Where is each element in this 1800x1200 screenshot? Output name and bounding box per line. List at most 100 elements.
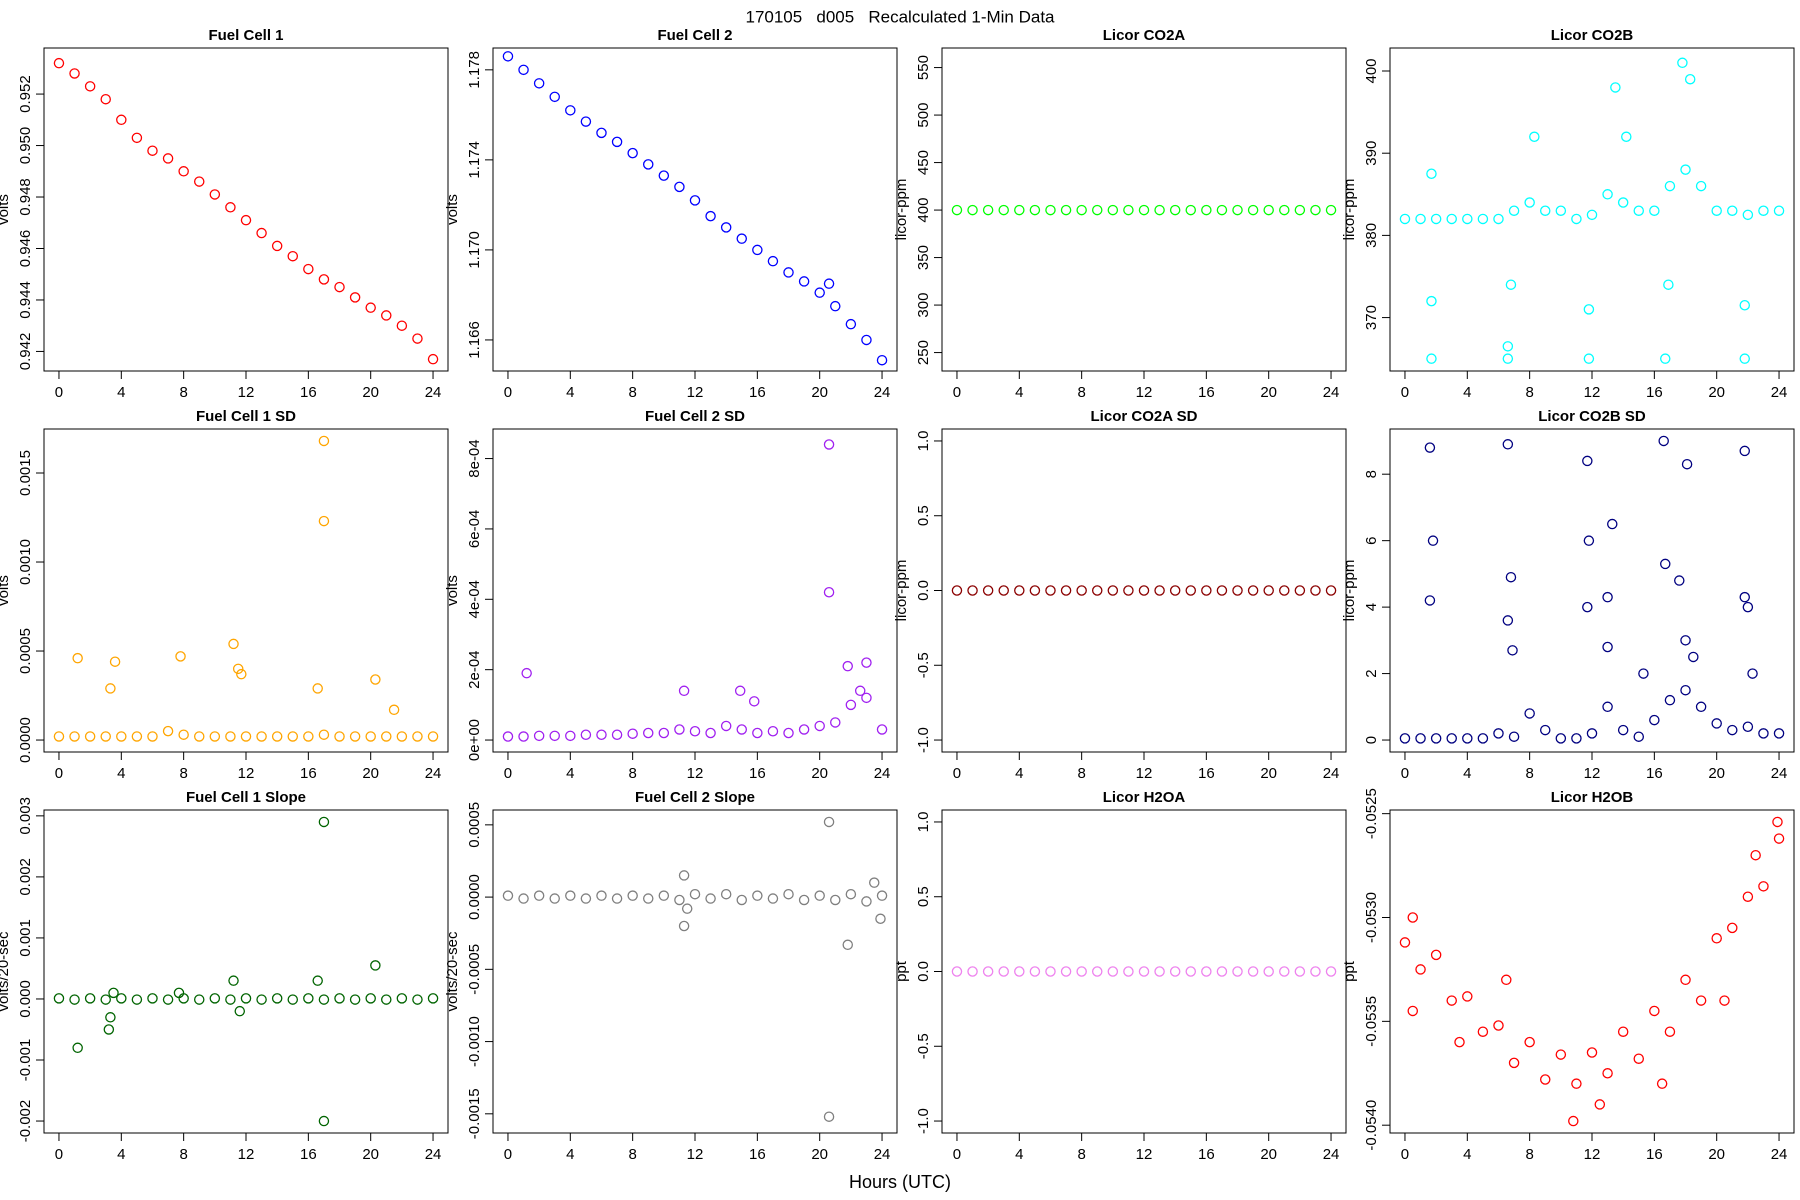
panel: Fuel Cell 1 volts 0 4 8 12 16 20 24 0.942 0.944 0.9… — [0, 27, 449, 401]
point — [1045, 204, 1056, 216]
point — [1294, 204, 1306, 216]
point — [69, 68, 80, 79]
point — [116, 114, 127, 126]
point — [1758, 728, 1769, 739]
point — [381, 994, 392, 1005]
panel-title: Fuel Cell 1 SD — [196, 408, 296, 425]
y-tick-label: 250 — [915, 340, 932, 365]
point — [1502, 615, 1514, 626]
point — [1742, 891, 1754, 902]
point — [105, 683, 116, 694]
point — [823, 816, 835, 828]
x-tick-label: 16 — [1198, 384, 1215, 401]
plot-frame — [492, 809, 898, 1134]
point — [1232, 966, 1243, 977]
point — [1529, 131, 1540, 143]
x-tick-label: 24 — [1323, 1146, 1340, 1163]
point — [861, 334, 872, 346]
point — [1123, 204, 1134, 216]
point — [1583, 304, 1595, 315]
y-tick-label: 0.5 — [915, 886, 932, 907]
y-tick-label: -0.0005 — [466, 944, 483, 995]
point — [854, 685, 866, 697]
y-tick-label: 0.0005 — [466, 802, 483, 848]
point — [1407, 1005, 1419, 1017]
y-tick-label: -0.001 — [17, 1039, 34, 1082]
point — [1772, 816, 1783, 828]
y-tick-label: -0.0525 — [1363, 788, 1380, 839]
x-tick-label: 16 — [1646, 765, 1663, 782]
y-tick-label: 0.0000 — [466, 874, 483, 920]
point — [814, 287, 825, 298]
point — [1430, 733, 1442, 744]
point — [228, 638, 239, 650]
point — [318, 729, 330, 740]
x-tick-label: 12 — [1584, 765, 1601, 782]
point — [412, 994, 423, 1005]
point — [349, 731, 361, 742]
point — [209, 189, 221, 200]
panel-title: Fuel Cell 1 Slope — [186, 789, 306, 806]
point — [1502, 341, 1514, 352]
point — [396, 993, 408, 1004]
point — [982, 204, 994, 216]
point — [1727, 922, 1738, 934]
point — [1014, 585, 1025, 596]
point — [1727, 205, 1738, 216]
point — [1583, 353, 1595, 364]
y-tick-label: 6e-04 — [466, 510, 483, 548]
point — [318, 994, 330, 1005]
point — [193, 994, 205, 1005]
y-tick-label: -1.0 — [915, 727, 932, 753]
point — [1325, 966, 1337, 977]
point — [1462, 991, 1473, 1002]
x-tick-label: 0 — [504, 765, 512, 782]
x-tick-label: 24 — [425, 1146, 442, 1163]
point — [565, 105, 576, 116]
point — [1107, 204, 1119, 216]
point — [1138, 966, 1150, 977]
point — [1747, 668, 1758, 679]
point — [1508, 731, 1520, 742]
point — [823, 587, 835, 598]
point — [842, 660, 853, 672]
point — [767, 255, 779, 267]
point — [1407, 912, 1419, 923]
point — [271, 731, 283, 742]
y-tick-label: -0.0535 — [1363, 996, 1380, 1047]
x-tick-label: 20 — [1260, 765, 1277, 782]
y-tick-label: 0.003 — [17, 797, 34, 835]
y-tick-label: 0.0010 — [17, 539, 34, 585]
y-tick-label: 0.0015 — [17, 450, 34, 496]
x-tick-label: 16 — [300, 384, 317, 401]
y-axis-label: licor-ppm — [1341, 560, 1358, 622]
point — [287, 250, 299, 262]
plot-frame — [492, 47, 898, 372]
point — [1029, 585, 1041, 596]
panel: Fuel Cell 2 SD volts 0 4 8 12 16 20 24 0e+00 2e-04… — [444, 408, 898, 782]
x-tick-label: 20 — [362, 765, 379, 782]
y-tick-label: 1.166 — [466, 321, 483, 359]
point — [1524, 197, 1535, 208]
point — [427, 731, 439, 742]
x-tick-label: 12 — [687, 765, 704, 782]
plot-frame — [1389, 428, 1795, 753]
point — [518, 64, 529, 76]
point — [1610, 82, 1621, 93]
y-tick-label: 0e+00 — [466, 719, 483, 761]
point — [209, 993, 221, 1004]
point — [162, 153, 174, 164]
point — [318, 274, 330, 285]
point — [1684, 73, 1696, 85]
point — [236, 668, 247, 680]
point — [982, 966, 994, 977]
point — [318, 1115, 330, 1127]
plot-frame — [43, 809, 449, 1134]
y-tick-label: 370 — [1363, 305, 1380, 330]
point — [1660, 558, 1671, 570]
point — [1617, 724, 1629, 736]
point — [1107, 585, 1119, 596]
point — [580, 893, 592, 904]
x-tick-label: 24 — [874, 384, 891, 401]
point — [427, 993, 439, 1004]
